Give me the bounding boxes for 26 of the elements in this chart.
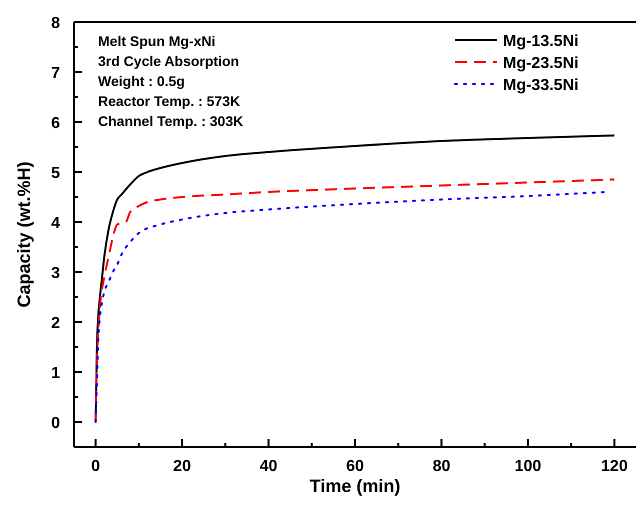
annotation: 3rd Cycle Absorption xyxy=(98,53,240,69)
annotation: Reactor Temp. : 573K xyxy=(98,93,240,109)
y-tick-label: 4 xyxy=(51,215,60,232)
legend-label: Mg-33.5Ni xyxy=(503,77,579,94)
x-tick-label: 60 xyxy=(346,458,364,475)
y-tick-label: 7 xyxy=(51,65,60,82)
legend-label: Mg-13.5Ni xyxy=(503,33,579,50)
y-tick-label: 3 xyxy=(51,265,60,282)
y-tick-label: 0 xyxy=(51,415,60,432)
legend-label: Mg-23.5Ni xyxy=(503,55,579,72)
y-tick-label: 6 xyxy=(51,115,60,132)
x-tick-label: 120 xyxy=(601,458,628,475)
x-tick-label: 20 xyxy=(173,458,192,475)
x-axis-title: Time (min) xyxy=(310,476,400,496)
annotation: Weight : 0.5g xyxy=(98,73,185,89)
x-tick-label: 100 xyxy=(514,458,542,475)
y-tick-label: 1 xyxy=(51,365,60,382)
x-tick-label: 0 xyxy=(91,458,100,475)
y-tick-label: 2 xyxy=(51,315,60,332)
annotation: Channel Temp. : 303K xyxy=(98,113,244,129)
annotation: Melt Spun Mg-xNi xyxy=(98,33,216,49)
y-tick-label: 5 xyxy=(51,165,60,182)
x-tick-label: 40 xyxy=(260,458,278,475)
x-tick-label: 80 xyxy=(432,458,450,475)
y-tick-label: 8 xyxy=(51,15,60,32)
y-axis-title: Capacity (wt.%H) xyxy=(14,161,34,308)
